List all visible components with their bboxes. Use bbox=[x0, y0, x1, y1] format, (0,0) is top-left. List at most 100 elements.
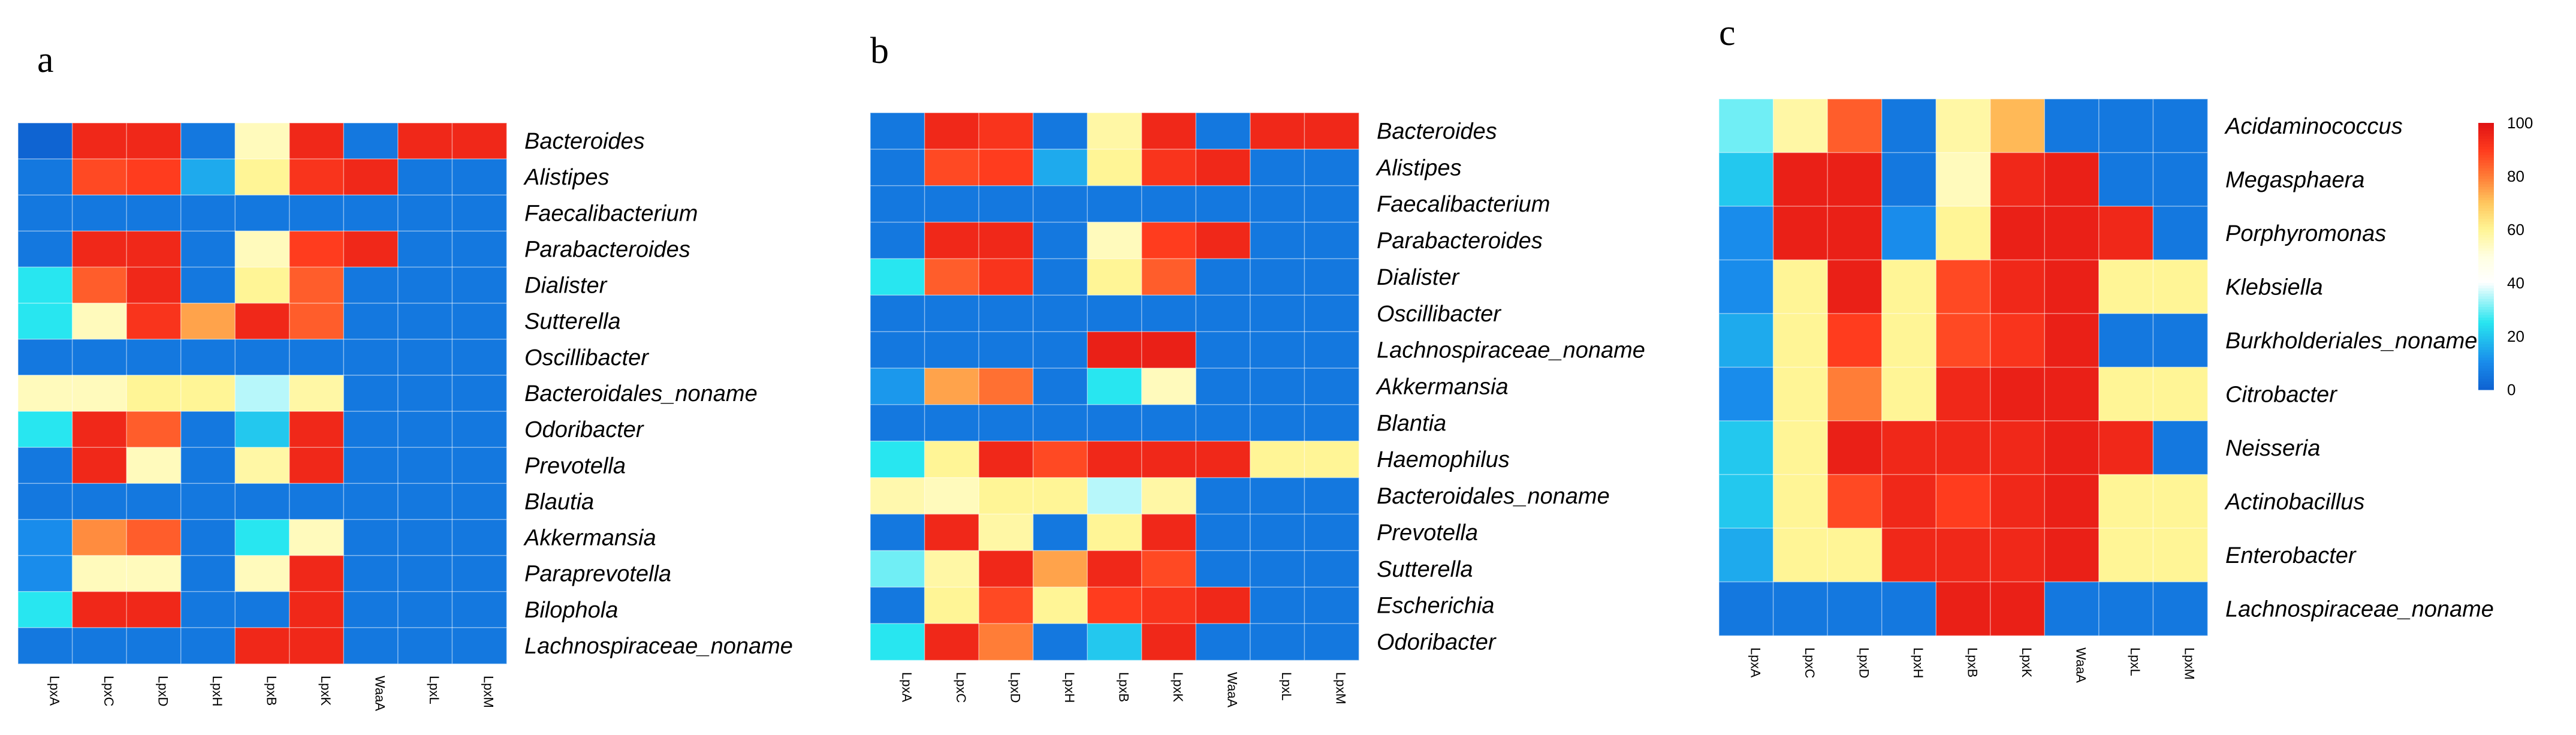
cell-c-7-3 bbox=[1881, 474, 1937, 529]
cell-b-10-4 bbox=[1087, 477, 1143, 515]
cell-a-8-8 bbox=[451, 411, 508, 448]
cell-b-10-7 bbox=[1250, 477, 1305, 515]
colorbar-tick-1: 80 bbox=[2507, 167, 2524, 185]
cell-b-4-0 bbox=[870, 258, 925, 296]
colorbar-segment-64 bbox=[2478, 293, 2494, 297]
cell-c-3-3 bbox=[1881, 259, 1937, 315]
cell-c-7-1 bbox=[1772, 474, 1829, 529]
cell-a-11-1 bbox=[71, 519, 128, 556]
col-label-c-6: WaaA bbox=[2074, 647, 2089, 683]
cell-c-3-7 bbox=[2098, 259, 2154, 315]
colorbar-segment-28 bbox=[2478, 197, 2494, 201]
col-label-c-0: LpxA bbox=[1748, 647, 1763, 677]
cell-c-9-4 bbox=[1935, 581, 1992, 637]
cell-b-7-4 bbox=[1087, 368, 1143, 406]
cell-a-7-1 bbox=[71, 375, 128, 412]
cell-b-5-3 bbox=[1032, 294, 1088, 333]
cell-b-2-8 bbox=[1304, 185, 1360, 223]
colorbar-segment-49 bbox=[2478, 254, 2494, 257]
cell-b-12-2 bbox=[978, 550, 1034, 588]
colorbar-segment-95 bbox=[2478, 376, 2494, 379]
cell-b-1-5 bbox=[1141, 149, 1197, 187]
cell-a-14-3 bbox=[180, 627, 236, 665]
row-label-b-10: Bacteroidales_noname bbox=[1377, 484, 1610, 509]
cell-a-14-5 bbox=[289, 627, 345, 665]
cell-b-10-2 bbox=[978, 477, 1034, 515]
cell-c-2-5 bbox=[1990, 206, 2046, 261]
row-label-b-3: Parabacteroides bbox=[1377, 228, 1543, 254]
cell-a-13-8 bbox=[451, 591, 508, 629]
cell-a-5-4 bbox=[234, 302, 291, 341]
colorbar-segment-98 bbox=[2478, 384, 2494, 388]
cell-c-5-4 bbox=[1935, 366, 1992, 422]
col-label-c-8: LpxM bbox=[2182, 647, 2197, 680]
cell-a-10-1 bbox=[71, 483, 128, 520]
cell-b-14-5 bbox=[1141, 623, 1197, 661]
cell-b-5-5 bbox=[1141, 294, 1197, 333]
cell-c-0-0 bbox=[1718, 98, 1774, 153]
colorbar-segment-19 bbox=[2478, 173, 2494, 177]
cell-a-11-3 bbox=[180, 519, 236, 556]
cell-b-1-1 bbox=[924, 149, 980, 187]
cell-c-4-2 bbox=[1827, 313, 1883, 368]
colorbar-segment-4 bbox=[2478, 133, 2494, 137]
row-label-b-14: Odoribacter bbox=[1377, 630, 1497, 655]
cell-b-2-0 bbox=[870, 185, 925, 223]
cell-a-10-5 bbox=[289, 483, 345, 520]
cell-c-7-2 bbox=[1827, 474, 1883, 529]
row-label-c-7: Actinobacillus bbox=[2224, 489, 2364, 514]
cell-a-9-1 bbox=[71, 447, 128, 484]
cell-b-13-5 bbox=[1141, 586, 1197, 625]
cell-a-9-3 bbox=[180, 447, 236, 484]
cell-a-6-2 bbox=[126, 339, 182, 376]
row-label-a-4: Dialister bbox=[524, 273, 608, 299]
colorbar-segment-57 bbox=[2478, 275, 2494, 278]
cell-b-10-6 bbox=[1195, 477, 1251, 515]
cell-a-14-6 bbox=[343, 627, 399, 665]
cell-a-5-7 bbox=[397, 302, 453, 341]
cell-c-2-2 bbox=[1827, 206, 1883, 261]
row-label-a-11: Akkermansia bbox=[523, 526, 656, 551]
colorbar-segment-50 bbox=[2478, 256, 2494, 260]
cell-b-6-5 bbox=[1141, 331, 1197, 369]
row-label-c-4: Burkholderiales_noname bbox=[2225, 329, 2477, 354]
cell-a-12-6 bbox=[343, 555, 399, 592]
cell-b-14-3 bbox=[1032, 623, 1088, 661]
cell-b-11-6 bbox=[1195, 513, 1251, 552]
colorbar-segment-75 bbox=[2478, 323, 2494, 326]
colorbar-segment-20 bbox=[2478, 176, 2494, 180]
cell-c-6-8 bbox=[2152, 420, 2209, 475]
cell-b-8-4 bbox=[1087, 404, 1143, 442]
cell-a-9-7 bbox=[397, 447, 453, 484]
cell-b-12-7 bbox=[1250, 550, 1305, 588]
cell-b-2-1 bbox=[924, 185, 980, 223]
colorbar-tick-3: 40 bbox=[2507, 274, 2524, 292]
cell-b-5-4 bbox=[1087, 294, 1143, 333]
colorbar-segment-63 bbox=[2478, 291, 2494, 294]
colorbar-segment-76 bbox=[2478, 326, 2494, 329]
cell-b-3-1 bbox=[924, 221, 980, 260]
cell-a-7-0 bbox=[17, 375, 73, 412]
cell-b-4-2 bbox=[978, 258, 1034, 296]
col-label-a-1: LpxC bbox=[101, 676, 116, 706]
cell-a-0-3 bbox=[180, 122, 236, 160]
cell-a-4-7 bbox=[397, 266, 453, 304]
row-label-b-7: Akkermansia bbox=[1376, 375, 1509, 400]
cell-a-12-0 bbox=[17, 555, 73, 592]
cell-b-9-0 bbox=[870, 441, 925, 478]
cell-b-3-2 bbox=[978, 221, 1034, 260]
row-label-c-3: Klebsiella bbox=[2225, 275, 2323, 300]
row-label-c-2: Porphyromonas bbox=[2225, 221, 2386, 246]
cell-b-5-1 bbox=[924, 294, 980, 333]
cell-a-6-4 bbox=[234, 339, 291, 376]
cell-c-3-0 bbox=[1718, 259, 1774, 315]
colorbar-segment-58 bbox=[2478, 278, 2494, 281]
cell-a-10-8 bbox=[451, 483, 508, 520]
cell-b-0-7 bbox=[1250, 112, 1305, 150]
cell-b-0-3 bbox=[1032, 112, 1088, 150]
cell-a-4-6 bbox=[343, 266, 399, 304]
cell-c-1-4 bbox=[1935, 152, 1992, 207]
colorbar-segment-46 bbox=[2478, 245, 2494, 249]
colorbar-segment-47 bbox=[2478, 248, 2494, 252]
cell-b-11-1 bbox=[924, 513, 980, 552]
